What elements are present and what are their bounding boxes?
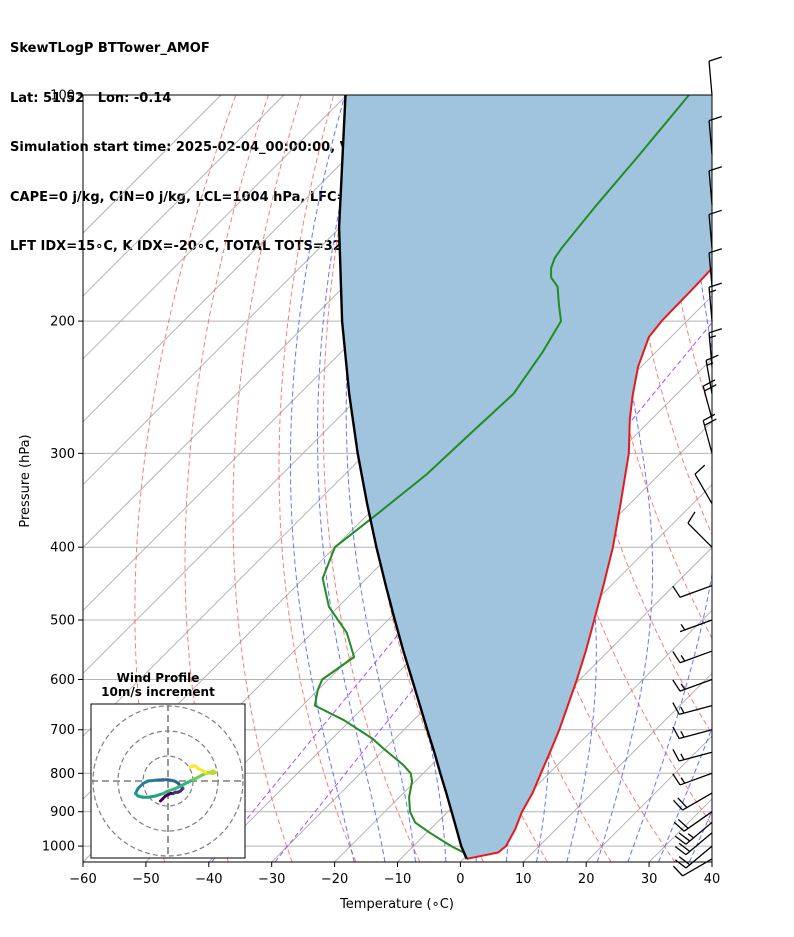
wind-barb xyxy=(672,702,713,715)
parcel-line xyxy=(337,95,468,860)
wind-barb xyxy=(672,585,713,598)
wind-barb xyxy=(679,619,713,633)
wind-barb xyxy=(708,328,722,367)
isotherm-gridline xyxy=(83,95,222,234)
isotherm-gridline xyxy=(522,672,712,862)
x-axis-label: Temperature (∘C) xyxy=(339,897,454,912)
x-tick-label: −30 xyxy=(258,872,285,887)
x-tick-label: 20 xyxy=(578,872,595,887)
y-tick-label: 500 xyxy=(50,613,75,628)
y-tick-label: 300 xyxy=(50,447,75,462)
wind-barb xyxy=(708,282,722,322)
wind-barb xyxy=(673,811,713,832)
x-tick-label: 40 xyxy=(704,872,721,887)
x-tick-label: −10 xyxy=(384,872,411,887)
wind-barb xyxy=(672,748,713,762)
isotherm-gridline xyxy=(83,95,411,423)
y-tick-label: 800 xyxy=(50,767,75,782)
isotherm-gridline xyxy=(271,420,712,862)
y-tick-label: 100 xyxy=(50,89,75,104)
dry-adiabat xyxy=(322,95,421,862)
cape-shading xyxy=(339,95,712,859)
wind-barb xyxy=(672,650,713,664)
x-tick-label: −50 xyxy=(132,872,159,887)
profile-lines xyxy=(313,95,712,860)
dry-adiabat xyxy=(790,95,794,862)
dry-adiabat xyxy=(232,95,302,862)
wind-barb xyxy=(708,166,722,205)
wind-barb xyxy=(674,832,713,856)
moist-adiabat xyxy=(658,726,712,862)
temperature-line xyxy=(466,266,712,860)
wind-barb xyxy=(672,678,713,692)
cin-shading xyxy=(339,95,712,859)
wind-barb xyxy=(708,56,722,96)
moist-adiabat xyxy=(720,95,794,862)
dry-adiabat xyxy=(757,95,794,862)
wind-barb xyxy=(672,772,713,786)
axis-ticks: −60 −50 −40 −30 −20 −10 0 10 20 30 40 1000 900 800 700… xyxy=(42,89,720,888)
wind-barb xyxy=(694,464,713,504)
title-line-station: SkewTLogP BTTower_AMOF xyxy=(10,41,210,56)
y-tick-label: 700 xyxy=(50,723,75,738)
moist-adiabat xyxy=(345,95,416,862)
dry-adiabat xyxy=(725,95,794,862)
moist-adiabat xyxy=(596,95,654,862)
dry-adiabat xyxy=(521,95,712,826)
wind-barb xyxy=(674,821,713,845)
y-tick-label: 200 xyxy=(50,315,75,330)
isotherm-gridline xyxy=(460,609,712,862)
x-tick-label: 0 xyxy=(456,872,464,887)
wind-barb xyxy=(708,115,722,155)
wind-barb xyxy=(674,845,713,869)
wind-barb xyxy=(702,379,717,420)
moist-adiabat xyxy=(290,95,355,862)
wind-barb xyxy=(708,248,722,287)
x-tick-label: −20 xyxy=(321,872,348,887)
hodograph-segment xyxy=(189,764,195,769)
x-tick-label: 10 xyxy=(515,872,532,887)
moist-adiabat xyxy=(627,95,712,862)
y-tick-label: 900 xyxy=(50,805,75,820)
dry-adiabat xyxy=(278,95,357,862)
y-axis-label: Pressure (hPa) xyxy=(18,434,33,527)
x-tick-label: −60 xyxy=(69,872,96,887)
wind-barb xyxy=(672,858,713,877)
y-tick-label: 400 xyxy=(50,541,75,556)
x-tick-label: −40 xyxy=(195,872,222,887)
isotherm-gridline xyxy=(83,95,285,297)
isotherm-gridline xyxy=(711,861,712,862)
wind-barb xyxy=(708,209,722,249)
wind-barb xyxy=(672,726,713,740)
inset-subtitle: 10m/s increment xyxy=(101,685,215,699)
dewpoint-line xyxy=(313,95,690,860)
wind-barbs xyxy=(672,56,722,877)
y-tick-label: 1000 xyxy=(42,840,75,855)
inset-title: Wind Profile xyxy=(117,671,200,685)
wind-barb xyxy=(702,413,717,454)
title-line-location: Lat: 51.52 Lon: -0.14 xyxy=(10,90,172,106)
y-tick-label: 600 xyxy=(50,673,75,688)
wind-barb xyxy=(672,792,713,811)
wind-barb xyxy=(687,511,713,548)
isotherm-gridline xyxy=(83,95,348,360)
x-tick-label: 30 xyxy=(641,872,658,887)
